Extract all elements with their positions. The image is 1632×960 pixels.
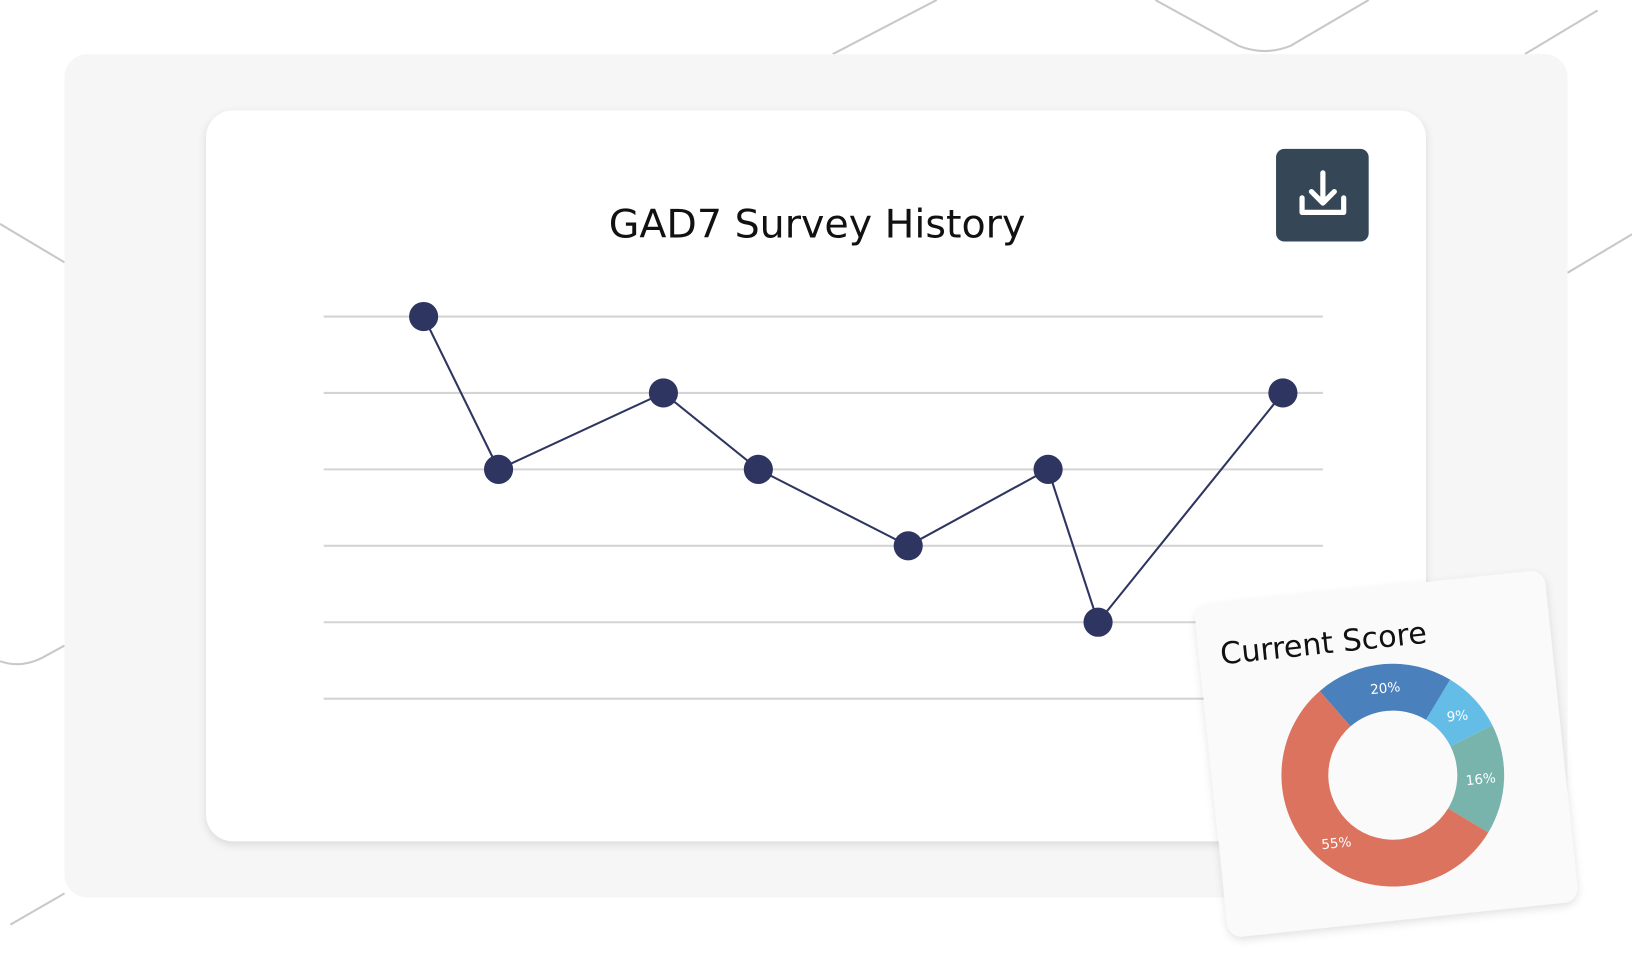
slice-label: 16% <box>1465 770 1497 789</box>
data-point <box>483 454 514 484</box>
score-card-bg <box>1195 571 1578 937</box>
donut-slice <box>1448 725 1505 833</box>
slice-label: 55% <box>1321 834 1353 853</box>
donut-chart: 20% 9% 16% 55% <box>1281 663 1505 887</box>
data-point <box>1083 607 1113 637</box>
line <box>422 316 1284 625</box>
score-card: Current Score 20%9%16%55% <box>1195 571 1578 937</box>
decor-lines <box>0 0 1632 926</box>
data-point <box>1033 454 1063 484</box>
chart-card <box>206 110 1426 842</box>
data-point <box>409 301 439 332</box>
data-point <box>893 531 923 561</box>
download-button[interactable] <box>1276 148 1369 242</box>
donut-slice <box>1281 691 1489 887</box>
data-point <box>743 454 773 484</box>
donut-slice <box>1319 663 1451 727</box>
slice-label: 9% <box>1446 707 1469 725</box>
download-icon[interactable] <box>1299 170 1347 216</box>
slice-label: 20% <box>1369 679 1401 698</box>
chart-title: GAD7 Survey History <box>609 201 1026 247</box>
line-chart <box>323 301 1323 700</box>
data-point <box>648 378 678 408</box>
donut-slice <box>1426 679 1493 747</box>
data-point <box>1268 378 1298 408</box>
